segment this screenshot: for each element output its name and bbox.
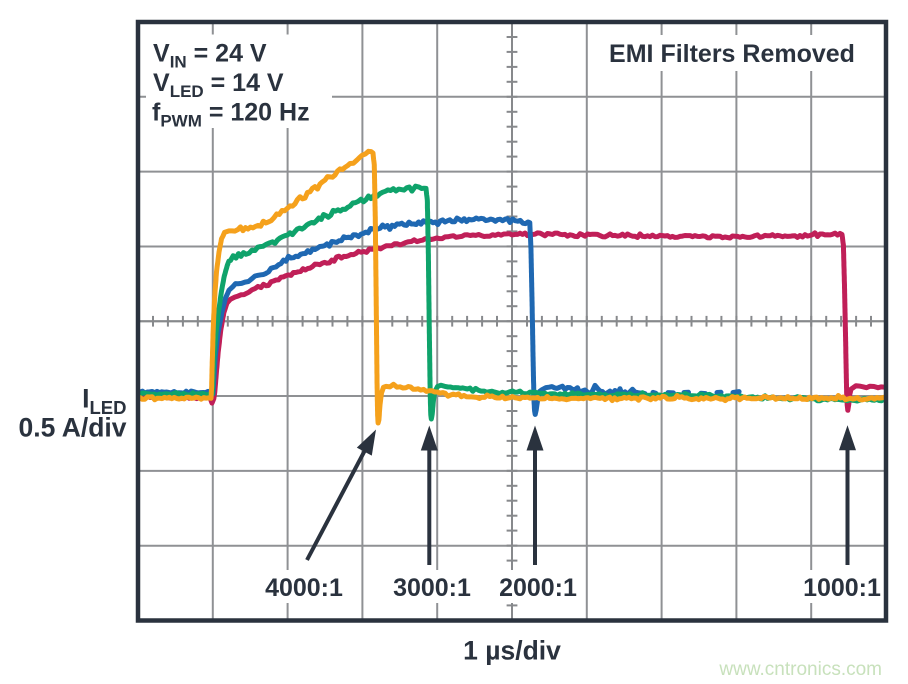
svg-text:3000:1: 3000:1 [393,574,471,602]
svg-text:0.5 A/div: 0.5 A/div [18,413,126,443]
svg-text:www.cntronics.com: www.cntronics.com [718,659,882,680]
svg-text:2000:1: 2000:1 [499,574,577,602]
svg-text:EMI Filters Removed: EMI Filters Removed [609,40,855,68]
svg-text:4000:1: 4000:1 [265,574,343,602]
svg-text:1 µs/div: 1 µs/div [463,636,561,666]
svg-text:1000:1: 1000:1 [803,574,881,602]
